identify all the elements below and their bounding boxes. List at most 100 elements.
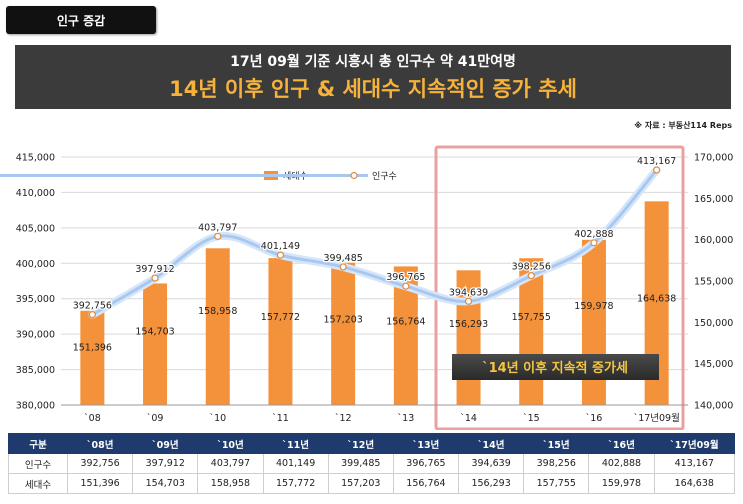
table-row: 인구수 392,756 397,912 403,797 401,149 399,485 39… (8, 453, 736, 474)
table-cell: 398,256 (523, 453, 590, 474)
bar-data-label: 157,203 (324, 315, 363, 326)
bar-households (143, 283, 168, 405)
bar-households (456, 270, 481, 405)
table-header-cell: 구분 (8, 433, 68, 454)
table-cell: 394,639 (458, 453, 525, 474)
line-data-label: 413,167 (637, 156, 676, 167)
bar-data-label: 154,703 (135, 327, 174, 338)
population-point (402, 282, 410, 290)
table-cell: 157,203 (327, 473, 394, 494)
table-header-cell: `12년 (327, 433, 394, 454)
line-data-label: 397,912 (135, 264, 174, 275)
table-header-cell: `08년 (66, 433, 134, 454)
x-axis-tick: `14 (460, 413, 477, 424)
population-line (91, 169, 658, 316)
x-axis-tick: `16 (586, 413, 603, 424)
table-cell: 157,772 (262, 473, 329, 494)
right-axis-tick: 160,000 (694, 235, 733, 246)
table-cell: 164,638 (653, 473, 736, 494)
right-axis-tick: 165,000 (694, 194, 733, 205)
table-cell: 159,978 (588, 473, 655, 494)
table-cell: 403,797 (197, 453, 264, 474)
table-cell: 154,703 (132, 473, 199, 494)
x-axis-tick: `13 (397, 413, 414, 424)
bar-households (268, 258, 293, 405)
legend: 세대수 인구수 (0, 171, 397, 182)
right-axis-tick: 140,000 (694, 401, 733, 412)
table-header-cell: `09년 (132, 433, 199, 454)
x-axis-tick: `15 (523, 413, 540, 424)
population-point (214, 232, 222, 240)
bar-data-label: 158,958 (198, 306, 237, 317)
table-header-cell: `10년 (197, 433, 264, 454)
left-axis-tick: 415,000 (16, 153, 55, 164)
banner-title: 14년 이후 인구 & 세대수 지속적인 증가 추세 (169, 77, 577, 101)
table-cell: 158,958 (197, 473, 264, 494)
population-point (464, 297, 473, 305)
bar-households (80, 310, 105, 405)
table-header-cell: `15년 (523, 433, 590, 454)
line-data-label: 403,797 (198, 222, 237, 233)
table-cell: 396,765 (392, 453, 460, 474)
table-cell: 인구수 (8, 453, 68, 474)
population-point (590, 239, 598, 247)
table-cell: 401,149 (262, 453, 329, 474)
bar-data-label: 151,396 (73, 342, 112, 353)
x-axis-tick: `09 (147, 413, 164, 424)
table-header-cell: `13년 (392, 433, 460, 454)
population-point (88, 311, 96, 319)
x-axis-tick: `12 (335, 413, 352, 424)
left-axis-tick: 385,000 (16, 365, 55, 376)
bar-households (205, 248, 230, 405)
legend-label-population: 인구수 (372, 171, 397, 182)
line-data-label: 399,485 (324, 253, 363, 264)
population-point (653, 166, 661, 174)
bar-data-label: 164,638 (637, 293, 676, 304)
highlight-box (434, 145, 685, 430)
line-data-label: 392,756 (73, 301, 112, 312)
table-cell: 세대수 (8, 473, 68, 494)
table-cell: 397,912 (132, 453, 199, 474)
population-line-glow (88, 165, 661, 319)
bar-data-label: 156,293 (449, 319, 488, 330)
x-axis-tick: `11 (272, 413, 289, 424)
right-axis-tick: 170,000 (694, 153, 733, 164)
table-cell: 413,167 (653, 453, 736, 474)
trend-callout: `14년 이후 지속적 증가세 (452, 354, 659, 380)
table-header-cell: `11년 (262, 433, 329, 454)
left-axis-tick: 410,000 (16, 188, 55, 199)
line-data-label: 394,639 (449, 287, 488, 298)
population-point (339, 263, 347, 271)
data-table: 구분 `08년 `09년 `10년 `11년 `12년 `13년 `14년 `15년 `16년 `1… (8, 433, 736, 494)
bar-data-label: 156,764 (386, 317, 425, 328)
table-cell: 402,888 (588, 453, 655, 474)
population-chart: 151,396 154,703 158,958 157,772 157,203 156,7… (0, 145, 733, 430)
table-header-cell: `17년09월 (653, 433, 736, 454)
left-axis-tick: 400,000 (16, 259, 55, 270)
callout-text: `14년 이후 지속적 증가세 (482, 360, 628, 376)
table-cell: 151,396 (66, 473, 134, 494)
banner-subtitle: 17년 09월 기준 시흥시 총 인구수 약 41만여명 (230, 54, 516, 70)
left-axis-tick: 395,000 (16, 294, 55, 305)
line-data-label: 402,888 (574, 229, 613, 240)
bar-households (581, 239, 606, 405)
x-axis-tick: `17년09월 (633, 412, 679, 424)
line-data-label: 396,765 (386, 272, 425, 283)
x-axis-tick: `08 (84, 413, 101, 424)
line-data-label: 398,256 (512, 262, 551, 273)
right-axis-tick: 145,000 (694, 359, 733, 370)
population-point (276, 251, 285, 259)
left-axis-tick: 380,000 (16, 401, 55, 412)
table-cell: 156,293 (458, 473, 525, 494)
source-note: ※ 자료 : 부동산114 Reps (634, 121, 732, 130)
left-axis-tick: 390,000 (16, 330, 55, 341)
table-row: 세대수 151,396 154,703 158,958 157,772 157,203 15… (8, 473, 736, 494)
population-point (527, 272, 535, 280)
table-header-row: 구분 `08년 `09년 `10년 `11년 `12년 `13년 `14년 `15년 `16년 `1… (8, 433, 736, 454)
table-cell: 392,756 (66, 453, 134, 474)
line-data-label: 401,149 (261, 241, 300, 252)
population-point (151, 274, 159, 282)
bar-data-label: 159,978 (574, 301, 613, 312)
table-cell: 156,764 (392, 473, 460, 494)
bar-data-label: 157,772 (261, 312, 300, 323)
